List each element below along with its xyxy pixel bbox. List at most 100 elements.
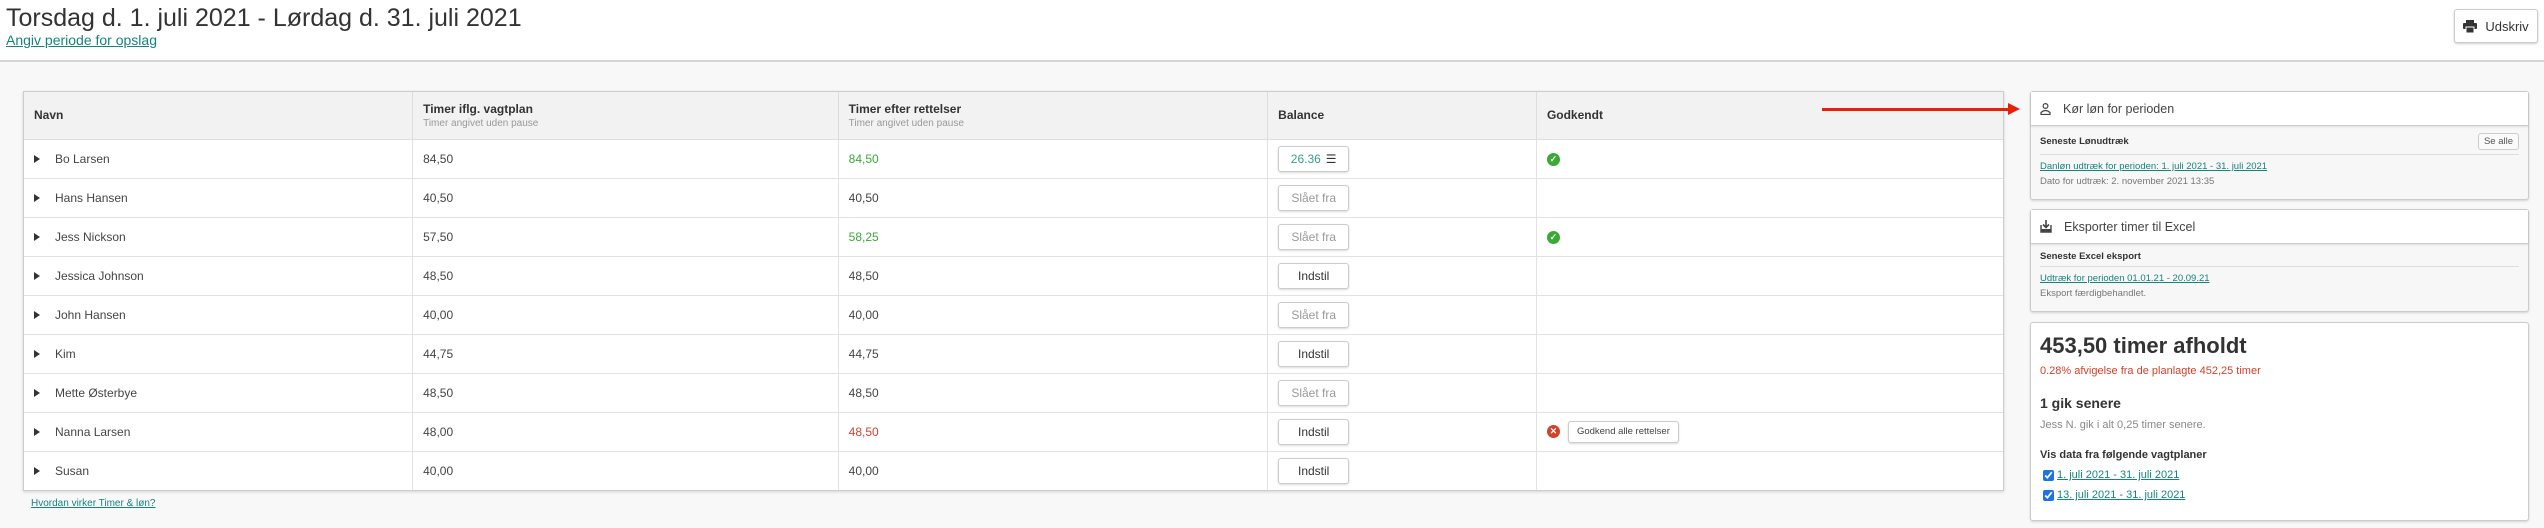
approved-cell: ✓ bbox=[1536, 139, 2003, 179]
balance-button[interactable]: Slået fra bbox=[1278, 184, 1350, 211]
printer-icon bbox=[2463, 19, 2478, 33]
help-link[interactable]: Hvordan virker Timer & løn? bbox=[31, 498, 156, 509]
employee-name: Nanna Larsen bbox=[55, 424, 131, 439]
table-row[interactable]: Bo Larsen 84,50 84,50 26.36 ☰ ✓ bbox=[24, 139, 2003, 179]
excel-card: Eksporter timer til Excel Seneste Excel … bbox=[2030, 209, 2529, 312]
corrected-hours: 48,50 bbox=[838, 412, 1269, 452]
table-row[interactable]: Hans Hansen 40,50 40,50 Slået fra bbox=[24, 178, 2003, 218]
name-cell[interactable]: Jess Nickson bbox=[24, 217, 414, 257]
excel-export-link[interactable]: Udtræk for perioden 01.01.21 - 20.09.21 bbox=[2040, 273, 2210, 284]
see-all-button[interactable]: Se alle bbox=[2477, 133, 2519, 150]
hours-table: Navn Timer iflg. vagtplan Timer angivet ud… bbox=[23, 91, 2004, 491]
column-sublabel: Timer angivet uden pause bbox=[848, 117, 964, 129]
list-icon: ☰ bbox=[1325, 151, 1337, 166]
corrected-hours: 40,00 bbox=[838, 451, 1269, 490]
expand-icon[interactable] bbox=[34, 466, 40, 475]
planned-hours: 48,50 bbox=[412, 256, 839, 296]
approve-all-button[interactable]: Godkend alle rettelser bbox=[1567, 420, 1679, 443]
table-row[interactable]: Jess Nickson 57,50 58,25 Slået fra ✓ bbox=[24, 217, 2003, 257]
balance-button[interactable]: Indstil bbox=[1278, 340, 1350, 367]
name-cell[interactable]: Jessica Johnson bbox=[24, 256, 414, 296]
table-row[interactable]: Nanna Larsen 48,00 48,50 Indstil ✕ Godken… bbox=[24, 412, 2003, 452]
balance-button[interactable]: Indstil bbox=[1278, 262, 1350, 289]
print-label: Udskriv bbox=[2485, 18, 2529, 34]
approved-cell bbox=[1536, 373, 2003, 413]
column-header: Balance bbox=[1267, 92, 1537, 140]
approved-check-icon: ✓ bbox=[1546, 153, 1560, 166]
planned-hours: 40,00 bbox=[412, 451, 839, 490]
corrected-hours: 48,50 bbox=[838, 373, 1269, 413]
corrected-hours: 84,50 bbox=[838, 139, 1269, 179]
name-cell[interactable]: Susan bbox=[24, 451, 414, 490]
expand-icon[interactable] bbox=[34, 154, 40, 163]
balance-button[interactable]: Slået fra bbox=[1278, 379, 1350, 406]
table-row[interactable]: Jessica Johnson 48,50 48,50 Indstil bbox=[24, 256, 2003, 296]
balance-cell: Slået fra bbox=[1267, 295, 1537, 335]
column-label: Timer iflg. vagtplan bbox=[423, 101, 533, 116]
not-approved-icon: ✕ bbox=[1546, 425, 1560, 438]
name-cell[interactable]: John Hansen bbox=[24, 295, 414, 335]
expand-icon[interactable] bbox=[34, 271, 40, 280]
name-cell[interactable]: Kim bbox=[24, 334, 414, 374]
plan-link[interactable]: 1. juli 2021 - 31. juli 2021 bbox=[2057, 469, 2180, 481]
table-row[interactable]: John Hansen 40,00 40,00 Slået fra bbox=[24, 295, 2003, 335]
balance-button[interactable]: Indstil bbox=[1278, 457, 1350, 484]
print-button[interactable]: Udskriv bbox=[2454, 9, 2538, 43]
deviation-text: 0.28% afvigelse fra de planlagte 452,25 … bbox=[2040, 365, 2261, 377]
balance-button[interactable]: Slået fra bbox=[1278, 301, 1350, 328]
payroll-card: Kør løn for perioden Seneste Lønudtræk Se… bbox=[2030, 91, 2529, 200]
corrected-hours: 58,25 bbox=[838, 217, 1269, 257]
expand-icon[interactable] bbox=[34, 193, 40, 202]
table-row[interactable]: Mette Østerbye 48,50 48,50 Slået fra bbox=[24, 373, 2003, 413]
employee-name: Jessica Johnson bbox=[55, 268, 144, 283]
balance-value: 26.36 bbox=[1290, 151, 1321, 166]
total-hours: 453,50 timer afholdt bbox=[2040, 333, 2247, 358]
payroll-date: Dato for udtræk: 2. november 2021 13:35 bbox=[2040, 176, 2215, 187]
plan-link[interactable]: 13. juli 2021 - 31. juli 2021 bbox=[2057, 489, 2186, 501]
name-cell[interactable]: Mette Østerbye bbox=[24, 373, 414, 413]
balance-cell: Slået fra bbox=[1267, 373, 1537, 413]
plan-checkbox[interactable] bbox=[2043, 489, 2054, 501]
expand-icon[interactable] bbox=[34, 427, 40, 436]
name-cell[interactable]: Bo Larsen bbox=[24, 139, 414, 179]
annotation-arrowhead bbox=[2008, 103, 2020, 115]
balance-cell: Indstil bbox=[1267, 334, 1537, 374]
export-excel-button[interactable]: Eksporter timer til Excel bbox=[2031, 210, 2528, 244]
balance-cell: Indstil bbox=[1267, 451, 1537, 490]
employee-name: John Hansen bbox=[55, 307, 126, 322]
name-cell[interactable]: Hans Hansen bbox=[24, 178, 414, 218]
table-row[interactable]: Kim 44,75 44,75 Indstil bbox=[24, 334, 2003, 374]
approved-cell: ✓ bbox=[1536, 217, 2003, 257]
employee-name: Kim bbox=[55, 346, 76, 361]
column-header: Navn bbox=[24, 92, 414, 140]
plan-item: 13. juli 2021 - 31. juli 2021 bbox=[2040, 489, 2519, 501]
corrected-hours: 48,50 bbox=[838, 256, 1269, 296]
approved-cell bbox=[1536, 178, 2003, 218]
expand-icon[interactable] bbox=[34, 349, 40, 358]
balance-button[interactable]: 26.36 ☰ bbox=[1278, 145, 1350, 172]
run-payroll-button[interactable]: Kør løn for perioden bbox=[2031, 92, 2528, 126]
annotation-arrow bbox=[1822, 108, 2010, 111]
payroll-subtitle: Seneste Lønudtræk bbox=[2040, 136, 2129, 147]
plans-title: Vis data fra følgende vagtplaner bbox=[2040, 449, 2207, 461]
column-header: Godkendt bbox=[1536, 92, 2003, 140]
balance-button[interactable]: Indstil bbox=[1278, 418, 1350, 445]
column-sublabel: Timer angivet uden pause bbox=[423, 117, 539, 129]
person-icon bbox=[2040, 102, 2051, 115]
name-cell[interactable]: Nanna Larsen bbox=[24, 412, 414, 452]
table-row[interactable]: Susan 40,00 40,00 Indstil bbox=[24, 451, 2003, 490]
plan-checkbox[interactable] bbox=[2043, 469, 2054, 481]
balance-cell: Slået fra bbox=[1267, 217, 1537, 257]
expand-icon[interactable] bbox=[34, 232, 40, 241]
set-period-link[interactable]: Angiv periode for opslag bbox=[6, 32, 157, 48]
column-header: Timer efter rettelser Timer angivet uden … bbox=[838, 92, 1269, 140]
balance-button[interactable]: Slået fra bbox=[1278, 223, 1350, 250]
approved-cell: ✕ Godkend alle rettelser bbox=[1536, 412, 2003, 452]
payroll-export-link[interactable]: Danløn udtræk for perioden: 1. juli 2021… bbox=[2040, 161, 2268, 172]
column-label: Godkendt bbox=[1546, 108, 1603, 123]
expand-icon[interactable] bbox=[34, 310, 40, 319]
employee-name: Hans Hansen bbox=[55, 190, 128, 205]
approved-check-icon: ✓ bbox=[1546, 231, 1560, 244]
later-title: 1 gik senere bbox=[2040, 395, 2121, 411]
expand-icon[interactable] bbox=[34, 388, 40, 397]
